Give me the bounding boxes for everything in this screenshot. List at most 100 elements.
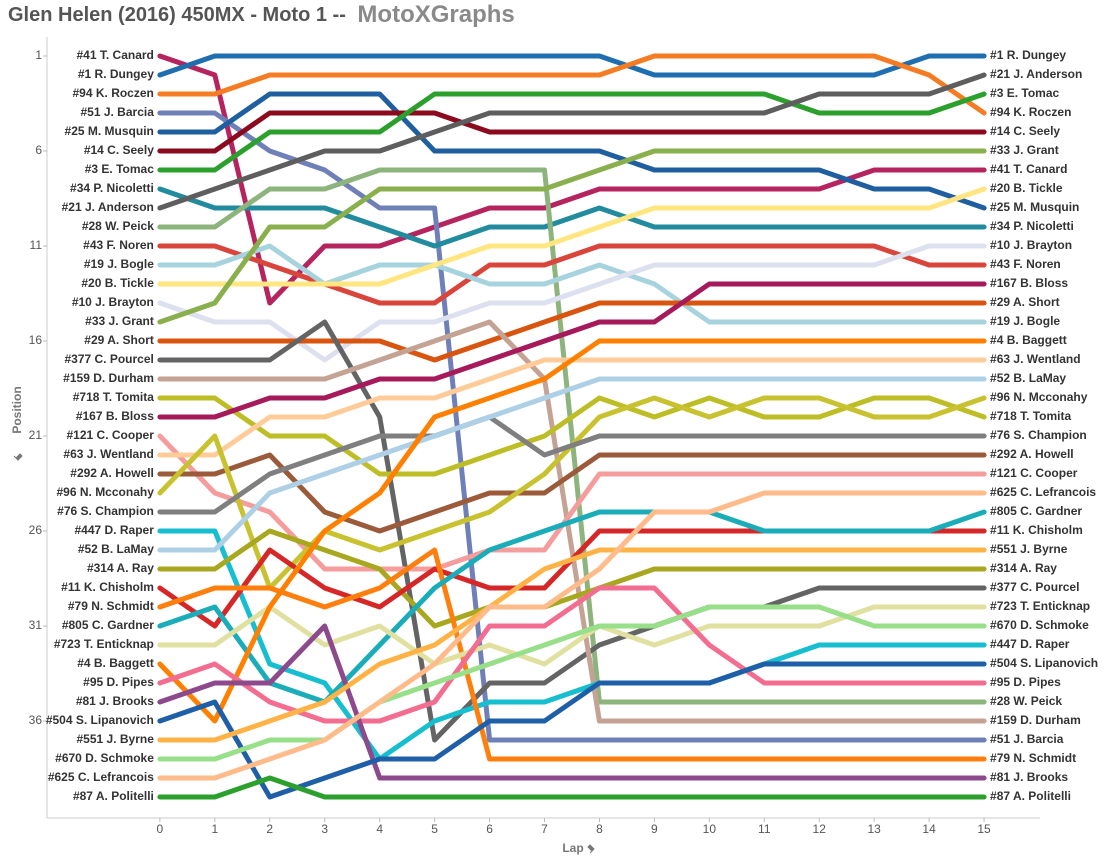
start-label: #14 C. Seely	[84, 143, 154, 157]
rider-line	[157, 53, 987, 78]
y-tick-label: 11	[30, 238, 43, 252]
start-label: #723 T. Enticknap	[54, 637, 154, 651]
y-tick-label: 21	[29, 428, 43, 442]
start-label: #551 J. Byrne	[76, 732, 154, 746]
end-label: #551 J. Byrne	[990, 542, 1068, 556]
end-label: #1 R. Dungey	[990, 48, 1066, 62]
start-label: #159 D. Durham	[63, 371, 154, 385]
rider-line	[157, 148, 987, 325]
start-label: #79 N. Schmidt	[68, 599, 154, 613]
start-label: #43 F. Noren	[83, 238, 154, 252]
start-label: #33 J. Grant	[85, 314, 154, 328]
end-label: #292 A. Howell	[990, 447, 1074, 461]
chart-title: Glen Helen (2016) 450MX - Moto 1 -- Moto…	[8, 1, 515, 28]
rider-line	[157, 528, 987, 629]
start-label: #87 A. Politelli	[73, 789, 154, 803]
y-tick-label: 1	[35, 48, 42, 62]
end-label: #19 J. Bogle	[990, 314, 1060, 328]
rider-line	[157, 775, 987, 800]
start-label: #377 C. Pourcel	[64, 352, 153, 366]
rider-line	[157, 319, 987, 743]
end-label: #87 A. Politelli	[990, 789, 1071, 803]
rider-line	[157, 604, 987, 762]
end-label: #625 C. Lefrancois	[990, 485, 1096, 499]
start-label: #19 J. Bogle	[84, 257, 154, 271]
end-label: #94 K. Roczen	[990, 105, 1071, 119]
x-tick-label: 5	[431, 822, 438, 836]
end-label: #33 J. Grant	[990, 143, 1059, 157]
x-tick-label: 13	[867, 822, 881, 836]
y-tick-label: 26	[29, 523, 43, 537]
start-label: #718 T. Tomita	[73, 390, 154, 404]
start-label: #41 T. Canard	[77, 48, 154, 62]
rider-line	[157, 167, 987, 705]
start-label: #94 K. Roczen	[73, 86, 154, 100]
end-label: #81 J. Brooks	[990, 770, 1068, 784]
start-label: #314 A. Ray	[87, 561, 154, 575]
rider-line	[157, 186, 987, 287]
end-label: #76 S. Champion	[990, 428, 1087, 442]
y-axis-label: Position	[10, 386, 24, 433]
rider-line	[157, 243, 987, 306]
end-label: #29 A. Short	[990, 295, 1060, 309]
x-tick-label: 1	[211, 822, 218, 836]
start-label: #805 C. Gardner	[62, 618, 154, 632]
end-label: #504 S. Lipanovich	[990, 656, 1098, 670]
end-label: #4 B. Baggett	[990, 333, 1067, 347]
pin-icon	[13, 453, 23, 461]
rider-line	[157, 623, 987, 781]
x-tick-label: 8	[596, 822, 603, 836]
start-label: #51 J. Barcia	[80, 105, 154, 119]
start-label: #20 B. Tickle	[81, 276, 154, 290]
end-label: #25 M. Musquin	[990, 200, 1079, 214]
x-tick-label: 2	[266, 822, 273, 836]
end-label: #20 B. Tickle	[990, 181, 1063, 195]
start-label: #21 J. Anderson	[62, 200, 154, 214]
start-label: #292 A. Howell	[70, 466, 154, 480]
start-label: #504 S. Lipanovich	[46, 713, 154, 727]
start-label: #81 J. Brooks	[76, 694, 154, 708]
subtitle: MotoXGraphs	[357, 1, 514, 28]
start-label: #34 P. Nicoletti	[70, 181, 154, 195]
x-tick-label: 3	[321, 822, 328, 836]
rider-line	[157, 91, 987, 173]
end-label: #14 C. Seely	[990, 124, 1060, 138]
end-label: #159 D. Durham	[990, 713, 1081, 727]
rider-line	[157, 547, 987, 743]
start-label: #29 A. Short	[84, 333, 154, 347]
start-label: #96 N. Mcconahy	[57, 485, 155, 499]
rider-line	[157, 490, 987, 781]
end-label: #28 W. Peick	[990, 694, 1062, 708]
start-label: #10 J. Brayton	[72, 295, 154, 309]
end-label: #52 B. LaMay	[990, 371, 1066, 385]
end-label: #805 C. Gardner	[990, 504, 1082, 518]
start-label: #670 D. Schmoke	[55, 751, 154, 765]
rider-line	[157, 186, 987, 249]
end-label: #51 J. Barcia	[990, 732, 1064, 746]
end-label: #43 F. Noren	[990, 257, 1061, 271]
start-label: #4 B. Baggett	[77, 656, 154, 670]
end-label: #3 E. Tomac	[990, 86, 1059, 100]
x-tick-label: 9	[651, 822, 658, 836]
start-label: #3 E. Tomac	[85, 162, 154, 176]
start-label: #625 C. Lefrancois	[48, 770, 154, 784]
end-label: #167 B. Bloss	[990, 276, 1068, 290]
end-label: #670 D. Schmoke	[990, 618, 1089, 632]
end-label: #447 D. Raper	[990, 637, 1070, 651]
x-tick-label: 12	[813, 822, 827, 836]
end-label: #718 T. Tomita	[990, 409, 1071, 423]
end-label: #121 C. Cooper	[990, 466, 1078, 480]
start-label: #167 B. Bloss	[76, 409, 154, 423]
x-tick-label: 7	[541, 822, 548, 836]
y-tick-label: 16	[29, 333, 43, 347]
title: Glen Helen (2016) 450MX - Moto 1 --	[8, 4, 346, 26]
end-label: #723 T. Enticknap	[990, 599, 1090, 613]
x-axis-label: Lap	[562, 841, 583, 855]
end-label: #10 J. Brayton	[990, 238, 1072, 252]
x-tick-label: 4	[376, 822, 383, 836]
end-label: #96 N. Mcconahy	[990, 390, 1088, 404]
x-tick-label: 11	[758, 822, 771, 836]
x-tick-label: 10	[703, 822, 717, 836]
end-label: #95 D. Pipes	[990, 675, 1061, 689]
start-label: #76 S. Champion	[57, 504, 154, 518]
